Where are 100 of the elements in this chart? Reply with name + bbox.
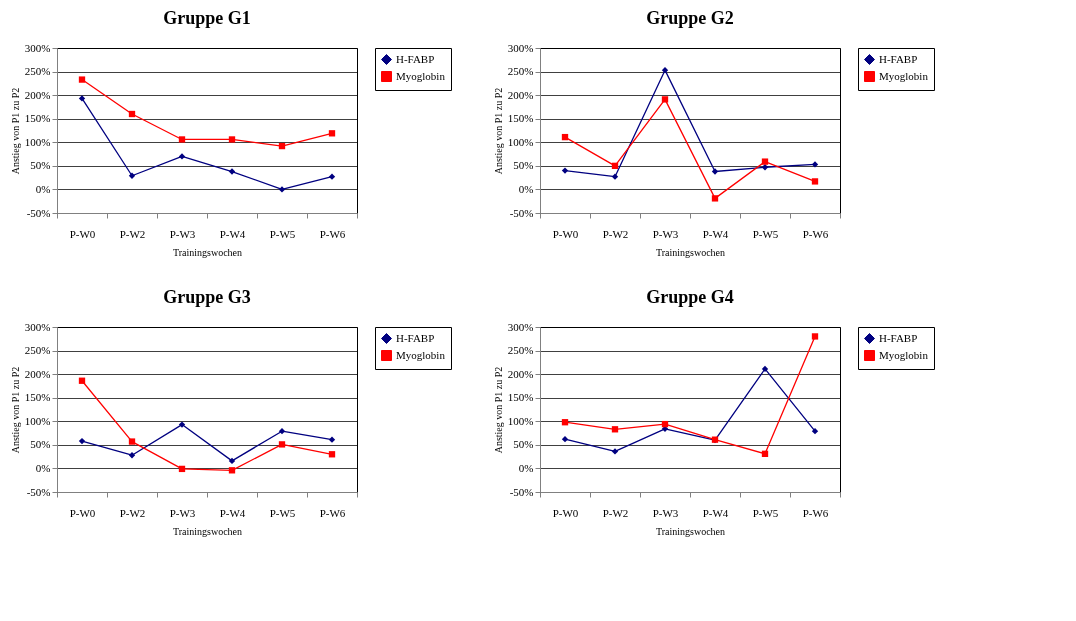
y-axis-title: Anstieg von P1 zu P2 [9, 366, 21, 454]
point [178, 153, 186, 160]
y-tick-label: 300% [24, 320, 51, 333]
y-tick-label: 0% [518, 461, 534, 474]
point [228, 168, 236, 175]
point [761, 450, 769, 457]
x-tick-label: P-W4 [702, 506, 729, 519]
point [328, 173, 336, 180]
y-tick-label: 150% [507, 112, 534, 125]
point [811, 333, 819, 340]
y-axis-title: Anstieg von P1 zu P2 [492, 366, 504, 454]
chart-title: Gruppe G3 [163, 287, 251, 307]
point [611, 426, 619, 433]
y-tick-label: 150% [24, 112, 51, 125]
point [128, 172, 136, 179]
x-tick-label: P-W2 [602, 506, 629, 519]
point [278, 142, 286, 150]
x-tick-label: P-W0 [69, 227, 96, 240]
x-tick-label: P-W5 [269, 506, 296, 519]
y-tick-label: 200% [24, 88, 51, 101]
y-tick-label: 0% [518, 182, 534, 195]
x-axis-title: Trainingswochen [172, 246, 243, 258]
x-tick-label: P-W4 [219, 506, 246, 519]
y-tick-label: -50% [26, 485, 51, 498]
point [178, 465, 186, 473]
x-axis-title: Trainingswochen [655, 525, 726, 537]
point [761, 365, 769, 373]
y-tick-label: -50% [509, 485, 534, 498]
x-tick-label: P-W0 [552, 506, 579, 519]
x-tick-label: P-W6 [319, 227, 346, 240]
y-axis-title: Anstieg von P1 zu P2 [492, 87, 504, 175]
y-tick-label: 100% [507, 135, 534, 148]
point [611, 448, 619, 455]
y-tick-label: 100% [24, 414, 51, 427]
y-tick-label: 300% [24, 41, 51, 54]
point [661, 420, 669, 428]
x-tick-label: P-W6 [319, 506, 346, 519]
point [761, 164, 769, 171]
y-tick-label: -50% [26, 206, 51, 219]
point [611, 173, 619, 180]
point [561, 167, 569, 174]
x-tick-label: P-W5 [269, 227, 296, 240]
point [128, 110, 136, 118]
point [561, 133, 569, 141]
point [811, 161, 819, 168]
y-tick-label: 100% [507, 414, 534, 427]
x-tick-label: P-W0 [69, 506, 96, 519]
point [78, 377, 86, 384]
point [178, 136, 186, 143]
chart-title: Gruppe G4 [646, 287, 734, 307]
x-tick-label: P-W3 [169, 506, 196, 519]
legend-label: H-FABP [396, 52, 435, 65]
point [561, 419, 569, 426]
point [278, 186, 286, 193]
x-tick-label: P-W3 [652, 506, 679, 519]
point [811, 178, 819, 185]
chart-title: Gruppe G1 [163, 8, 251, 28]
y-tick-label: 250% [507, 65, 534, 78]
point [128, 438, 136, 445]
x-tick-label: P-W3 [652, 227, 679, 240]
point [661, 96, 669, 103]
y-tick-label: 250% [24, 65, 51, 78]
y-tick-label: 200% [507, 367, 534, 380]
y-tick-label: 0% [35, 461, 51, 474]
point [328, 451, 336, 458]
point [328, 436, 336, 443]
point [561, 436, 569, 443]
x-tick-label: P-W4 [219, 227, 246, 240]
x-tick-label: P-W2 [119, 506, 146, 519]
y-tick-label: 150% [507, 391, 534, 404]
legend-label: Myoglobin [396, 69, 446, 82]
y-tick-label: 200% [24, 367, 51, 380]
y-tick-label: 0% [35, 182, 51, 195]
y-tick-label: 100% [24, 135, 51, 148]
point [761, 158, 769, 165]
x-axis-title: Trainingswochen [172, 525, 243, 537]
x-tick-label: P-W4 [702, 227, 729, 240]
chart-title: Gruppe G2 [646, 8, 734, 28]
x-tick-label: P-W3 [169, 227, 196, 240]
legend-label: Myoglobin [396, 348, 446, 361]
y-tick-label: 250% [24, 344, 51, 357]
point [278, 428, 286, 435]
x-tick-label: P-W2 [119, 227, 146, 240]
point [661, 67, 669, 74]
point [328, 130, 336, 137]
point [611, 162, 619, 170]
y-tick-label: 50% [30, 159, 51, 172]
x-tick-label: P-W6 [802, 506, 829, 519]
legend-label: H-FABP [879, 52, 918, 65]
y-axis-title: Anstieg von P1 zu P2 [9, 87, 21, 175]
y-tick-label: -50% [509, 206, 534, 219]
point [228, 136, 236, 143]
legend-label: Myoglobin [879, 348, 929, 361]
y-tick-label: 50% [513, 159, 534, 172]
y-tick-label: 250% [507, 344, 534, 357]
y-tick-label: 50% [30, 438, 51, 451]
x-axis-title: Trainingswochen [655, 246, 726, 258]
point [811, 428, 819, 435]
legend-label: Myoglobin [879, 69, 929, 82]
point [78, 95, 86, 102]
